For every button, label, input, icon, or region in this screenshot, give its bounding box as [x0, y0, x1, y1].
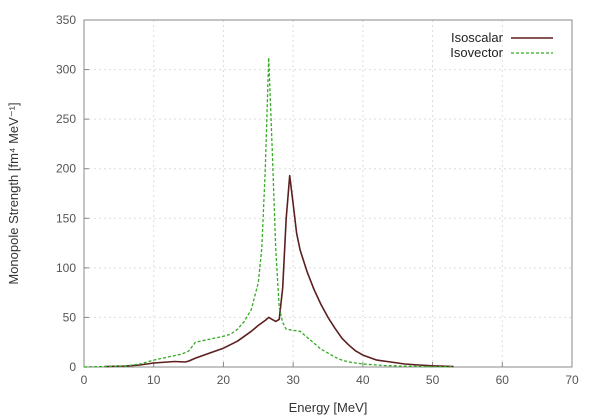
y-tick-label: 100 — [56, 261, 76, 275]
x-tick-label: 60 — [496, 373, 510, 387]
series-line-isoscalar — [104, 174, 454, 368]
axis-ticks: 0 10 20 30 40 50 60 70 0 50 100 150 200 250 300 350 — [56, 13, 579, 387]
plot-frame — [83, 19, 573, 368]
x-tick-label: 20 — [217, 373, 231, 387]
y-tick-label: 50 — [63, 310, 77, 324]
grid-lines — [84, 20, 572, 367]
x-tick-label: 30 — [286, 373, 300, 387]
x-tick-label: 0 — [81, 373, 88, 387]
x-axis-label: Energy [MeV] — [289, 400, 368, 415]
y-tick-label: 350 — [56, 13, 76, 27]
y-tick-label: 200 — [56, 162, 76, 176]
y-tick-label: 0 — [69, 360, 76, 374]
series-group — [83, 57, 454, 368]
x-tick-label: 10 — [147, 373, 161, 387]
legend-label-isovector: Isovector — [450, 45, 503, 60]
x-tick-label: 70 — [565, 373, 579, 387]
x-tick-label: 50 — [426, 373, 440, 387]
series-line-isovector — [83, 57, 454, 368]
y-axis-label: Monopole Strength [fm⁴ MeV⁻¹] — [6, 102, 21, 284]
x-tick-label: 40 — [356, 373, 370, 387]
legend-label-isoscalar: Isoscalar — [451, 30, 504, 45]
y-tick-label: 250 — [56, 112, 76, 126]
y-tick-label: 150 — [56, 211, 76, 225]
y-tick-label: 300 — [56, 63, 76, 77]
